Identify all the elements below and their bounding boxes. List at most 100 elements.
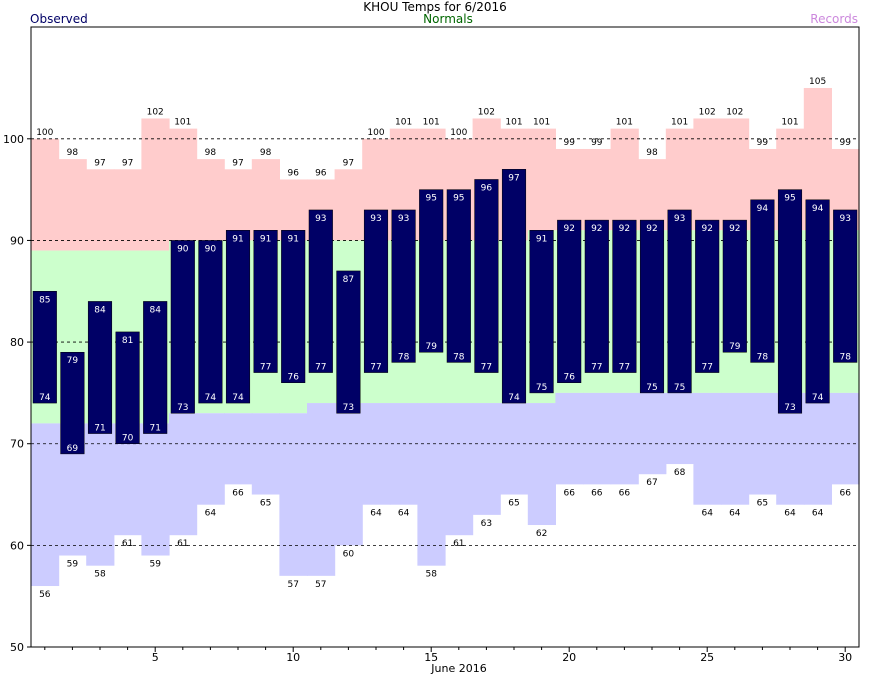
observed-high-label: 95 [784, 194, 795, 204]
observed-low-label: 71 [94, 424, 105, 434]
observed-low-label: 77 [315, 363, 326, 373]
observed-low-label: 75 [536, 383, 547, 393]
observed-high-label: 81 [122, 336, 133, 346]
observed-bar [253, 230, 278, 373]
observed-high-label: 91 [287, 234, 298, 244]
observed-bar [805, 199, 830, 404]
record-low-label: 66 [591, 488, 603, 498]
y-tick-label: 70 [10, 438, 24, 451]
record-high-label: 99 [563, 138, 575, 148]
record-low-label: 61 [177, 539, 188, 549]
record-low-band [472, 403, 501, 515]
observed-bar [612, 219, 637, 373]
record-high-label: 99 [839, 138, 851, 148]
record-high-label: 101 [616, 118, 633, 128]
record-high-label: 98 [646, 148, 658, 158]
record-low-band [141, 423, 170, 556]
record-low-label: 65 [757, 499, 768, 509]
record-low-band [334, 403, 363, 546]
y-tick-label: 50 [10, 641, 24, 654]
observed-high-label: 84 [149, 305, 161, 315]
observed-low-label: 69 [67, 444, 79, 454]
observed-low-label: 70 [122, 434, 134, 444]
record-low-label: 66 [563, 488, 575, 498]
record-high-band [31, 138, 60, 251]
observed-low-label: 77 [370, 363, 381, 373]
chart-title: KHOU Temps for 6/2016 [363, 0, 507, 14]
record-high-label: 100 [367, 128, 384, 138]
record-high-label: 100 [36, 128, 53, 138]
record-high-band [334, 169, 363, 241]
observed-high-label: 87 [343, 275, 354, 285]
record-low-band [803, 392, 832, 505]
record-low-label: 66 [619, 488, 631, 498]
observed-bar [225, 230, 251, 404]
record-low-label: 58 [425, 570, 437, 580]
record-low-label: 61 [122, 539, 133, 549]
record-high-band [58, 159, 87, 251]
observed-high-label: 92 [701, 224, 712, 234]
x-tick-label: 15 [424, 651, 438, 664]
record-low-band [721, 392, 750, 505]
observed-high-label: 94 [757, 204, 769, 214]
observed-high-label: 79 [67, 356, 79, 366]
observed-low-label: 76 [563, 373, 575, 383]
record-high-band [555, 148, 584, 231]
record-high-band [721, 118, 750, 231]
record-low-label: 57 [287, 580, 298, 590]
record-low-label: 67 [646, 478, 657, 488]
plot-frame [30, 26, 860, 648]
record-low-band [86, 423, 115, 566]
record-low-label: 62 [536, 529, 547, 539]
record-high-band [251, 159, 280, 241]
observed-high-label: 91 [260, 234, 271, 244]
observed-bar [529, 230, 554, 394]
observed-low-label: 74 [232, 393, 244, 403]
observed-low-label: 76 [287, 373, 299, 383]
record-low-band [693, 392, 722, 505]
record-low-label: 65 [508, 499, 519, 509]
record-low-label: 64 [205, 509, 217, 519]
observed-low-label: 74 [39, 393, 51, 403]
observed-bar [198, 240, 223, 404]
y-tick-label: 80 [10, 336, 24, 349]
observed-bar [557, 219, 582, 383]
observed-bar [60, 351, 85, 455]
observed-low-label: 73 [784, 403, 795, 413]
observed-high-label: 95 [425, 194, 436, 204]
observed-high-label: 93 [674, 214, 685, 224]
observed-bar [695, 219, 720, 373]
observed-low-label: 75 [646, 383, 657, 393]
observed-high-label: 97 [508, 173, 519, 183]
record-low-label: 64 [370, 509, 382, 519]
record-high-label: 98 [67, 148, 79, 158]
record-low-band [610, 392, 639, 485]
observed-high-label: 90 [177, 244, 189, 254]
observed-bar [474, 179, 499, 373]
observed-high-label: 93 [398, 214, 409, 224]
record-high-label: 102 [147, 107, 164, 117]
observed-bar [639, 219, 665, 394]
observed-bar [501, 169, 527, 404]
observed-bar [336, 270, 361, 414]
record-low-label: 64 [701, 509, 713, 519]
legend-observed: Observed [30, 12, 88, 26]
record-low-label: 68 [674, 468, 686, 478]
x-tick-label: 25 [700, 651, 714, 664]
observed-bar [833, 209, 858, 363]
record-high-label: 97 [94, 158, 105, 168]
observed-bar [584, 219, 609, 373]
record-low-label: 60 [343, 549, 355, 559]
observed-high-label: 94 [812, 204, 824, 214]
record-high-label: 102 [699, 107, 716, 117]
observed-high-label: 92 [646, 224, 657, 234]
observed-low-label: 77 [481, 363, 492, 373]
observed-high-label: 93 [839, 214, 850, 224]
observed-bar [281, 230, 306, 383]
observed-low-label: 71 [149, 424, 160, 434]
record-low-label: 64 [398, 509, 410, 519]
record-low-label: 59 [149, 560, 161, 570]
record-high-band [113, 169, 142, 251]
record-high-label: 96 [287, 168, 299, 178]
record-low-band [831, 392, 860, 485]
